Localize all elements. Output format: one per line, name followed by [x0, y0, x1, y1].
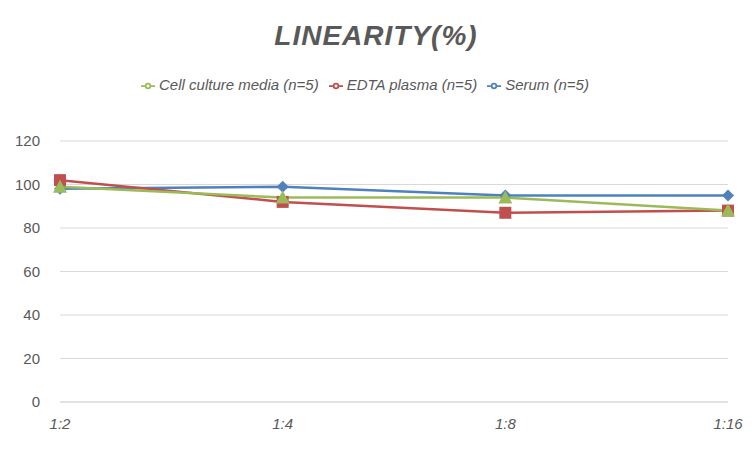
- svg-text:0: 0: [32, 393, 40, 410]
- svg-text:1:8: 1:8: [495, 415, 517, 432]
- svg-text:40: 40: [23, 306, 40, 323]
- svg-text:1:2: 1:2: [50, 415, 72, 432]
- svg-text:1:4: 1:4: [272, 415, 293, 432]
- svg-text:100: 100: [15, 176, 40, 193]
- html-text:Serum (n=5): Serum (n=5): [505, 76, 589, 93]
- svg-text:60: 60: [23, 263, 40, 280]
- html-text:EDTA plasma (n=5): EDTA plasma (n=5): [346, 76, 478, 93]
- html-text:Cell culture media (n=5): Cell culture media (n=5): [159, 76, 319, 93]
- html-text:LINEARITY(%): LINEARITY(%): [274, 20, 478, 51]
- svg-text:20: 20: [23, 350, 40, 367]
- svg-text:80: 80: [23, 219, 40, 236]
- svg-text:120: 120: [15, 132, 40, 149]
- svg-text:1:16: 1:16: [713, 415, 743, 432]
